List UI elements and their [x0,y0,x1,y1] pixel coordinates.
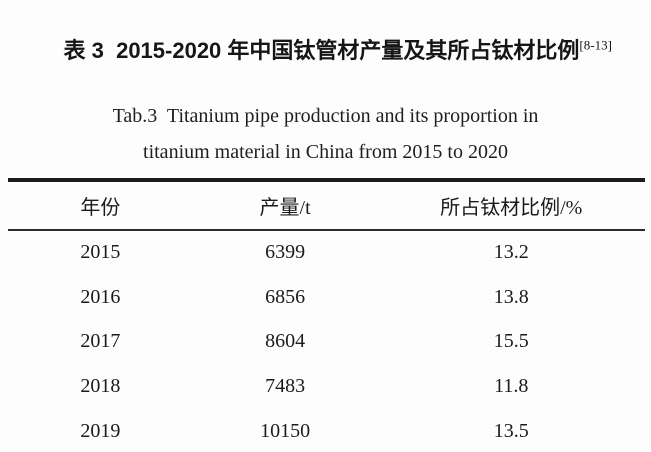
cell-production: 6399 [265,241,306,264]
cell-production: 7483 [265,374,306,397]
table-row: 2015 6399 13.2 [8,230,645,275]
table-caption-english-line2: titanium material in China from 2015 to … [143,141,508,163]
cell-production: 6856 [265,285,306,308]
cell-proportion: 11.8 [494,374,529,397]
table-caption-chinese: 表 3 2015-2020 年中国钛管材产量及其所占钛材比例[8-13] [0,0,651,96]
table-row: 2019 10150 13.5 [8,409,645,452]
production-table: 年份 产量/t 所占钛材比例/% 2015 6399 13.2 2016 685… [8,178,645,452]
cell-year: 2019 [80,419,121,442]
table-row: 2016 6856 13.8 [8,275,645,320]
header-year: 年份 [80,197,121,219]
cell-proportion: 15.5 [493,330,529,353]
cell-production: 8604 [265,330,306,353]
table-caption-english-line1: Tab.3 Titanium pipe production and its p… [112,105,539,127]
cell-proportion: 13.5 [493,419,529,442]
cell-proportion: 13.2 [493,241,529,264]
cell-production: 10150 [260,419,311,442]
header-production: 产量/t [259,197,311,219]
table-row: 2018 7483 11.8 [8,364,645,409]
table-row: 2017 8604 15.5 [8,319,645,364]
table-caption-chinese-text: 表 3 2015-2020 年中国钛管材产量及其所占钛材比例 [63,38,580,63]
cell-year: 2016 [80,285,121,308]
table-header-row: 年份 产量/t 所占钛材比例/% [8,180,645,230]
cell-year: 2015 [80,241,121,264]
header-proportion: 所占钛材比例/% [440,197,583,219]
cell-proportion: 13.8 [493,285,529,308]
reference-superscript: [8-13] [579,37,612,53]
cell-year: 2017 [80,330,121,353]
cell-year: 2018 [80,374,121,397]
